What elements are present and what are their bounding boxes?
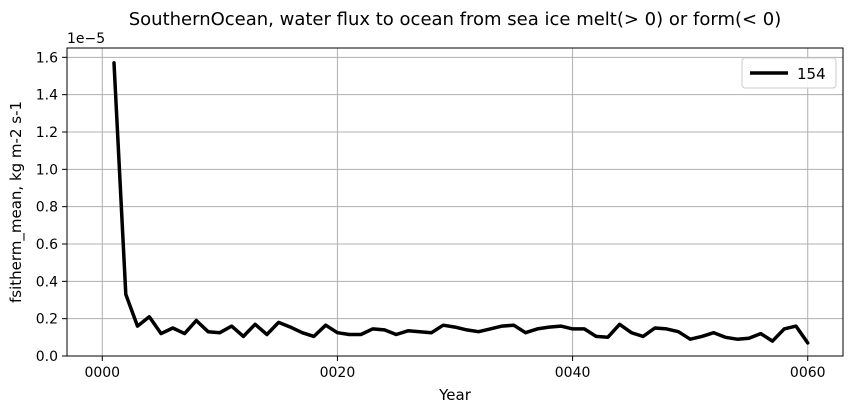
chart-title: SouthernOcean, water flux to ocean from … — [129, 9, 782, 30]
plot-area — [66, 47, 844, 357]
grid — [67, 48, 843, 357]
series-line — [112, 61, 810, 345]
x-tick-label: 0040 — [555, 365, 591, 381]
y-scale-label: 1e−5 — [67, 31, 105, 47]
legend-label: 154 — [797, 65, 826, 83]
y-tick-label: 0.8 — [36, 200, 58, 216]
y-ticks: 0.0 0.2 0.4 0.6 0.8 1.0 1.2 1.4 1.6 — [36, 50, 67, 365]
x-ticks: 0000 0020 0040 0060 — [84, 356, 826, 381]
x-tick-label: 0000 — [84, 365, 120, 381]
y-tick-label: 0.2 — [36, 312, 58, 328]
x-axis-label: Year — [438, 386, 472, 404]
y-tick-label: 1.4 — [36, 88, 58, 104]
series-lines — [112, 61, 810, 345]
y-tick-label: 1.6 — [36, 50, 58, 66]
y-tick-label: 1.2 — [36, 125, 58, 141]
y-tick-label: 0.6 — [36, 237, 58, 253]
y-tick-label: 0.4 — [36, 274, 58, 290]
y-tick-label: 0.0 — [36, 349, 58, 365]
y-tick-label: 1.0 — [36, 162, 58, 178]
legend: 154 — [741, 57, 837, 89]
y-axis-label: fsitherm_mean, kg m-2 s-1 — [7, 101, 26, 303]
x-tick-label: 0020 — [320, 365, 356, 381]
x-tick-label: 0060 — [790, 365, 826, 381]
legend-box — [741, 57, 837, 89]
